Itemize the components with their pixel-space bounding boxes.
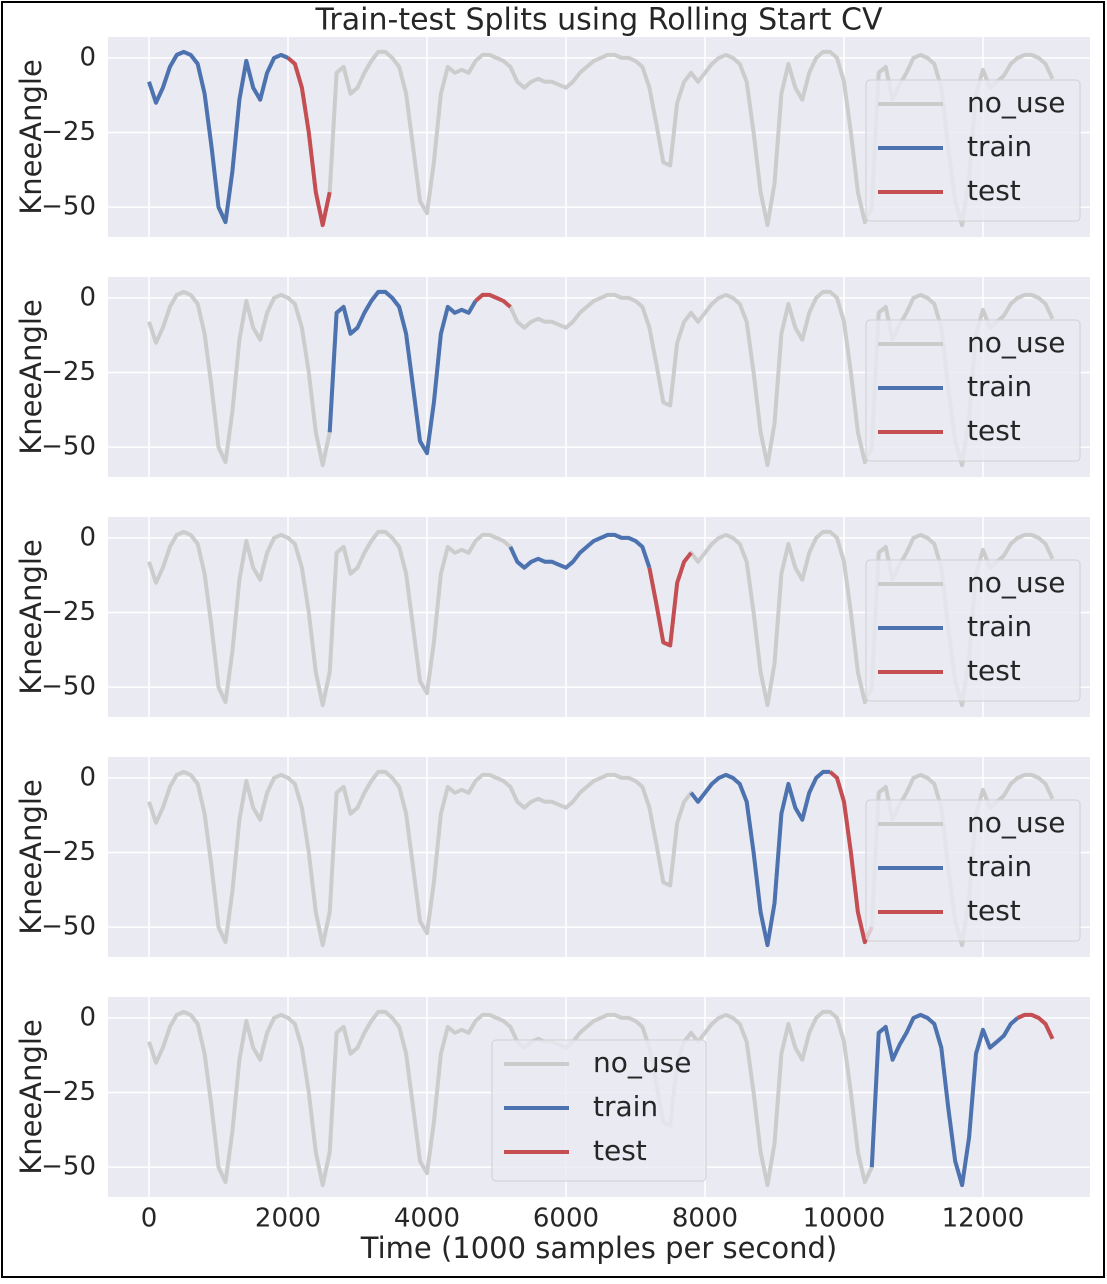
legend-label: train — [967, 370, 1032, 403]
y-tick-label: 0 — [79, 522, 96, 552]
line-train — [327, 289, 478, 456]
line-test — [1016, 1012, 1055, 1040]
x-tick-label: 10000 — [803, 1204, 886, 1234]
legend-label: train — [967, 130, 1032, 163]
legend-box — [865, 799, 1081, 942]
split-test — [286, 56, 332, 228]
legend-label: no_use — [967, 566, 1065, 599]
legend-label: no_use — [967, 806, 1065, 839]
y-tick-label: 0 — [79, 282, 96, 312]
line-test — [474, 292, 512, 309]
y-tick-label: −25 — [41, 597, 96, 627]
chart-title: Train-test Splits using Rolling Start CV — [315, 3, 883, 38]
y-tick-label: −25 — [41, 1077, 96, 1107]
legend-label: no_use — [593, 1046, 691, 1079]
y-axis-label: KneeAngle — [14, 779, 48, 935]
split-train — [147, 49, 289, 225]
legend-label: no_use — [967, 326, 1065, 359]
y-tick-label: −25 — [41, 117, 96, 147]
y-axis-label: KneeAngle — [14, 539, 48, 695]
line-train — [508, 532, 652, 570]
y-tick-label: 0 — [79, 762, 96, 792]
legend-box — [491, 1039, 707, 1182]
y-tick-label: 0 — [79, 42, 96, 72]
split-test — [647, 551, 693, 648]
y-tick-label: −50 — [41, 1152, 96, 1182]
y-tick-label: −50 — [41, 912, 96, 942]
line-train — [869, 1012, 1020, 1188]
split-test — [828, 770, 874, 945]
legend-label: train — [593, 1090, 658, 1123]
line-train — [147, 49, 289, 225]
x-tick-label: 0 — [141, 1204, 158, 1234]
y-tick-label: −25 — [41, 357, 96, 387]
split-test — [474, 292, 512, 309]
y-axis-label: KneeAngle — [14, 299, 48, 455]
legend-box — [865, 79, 1081, 222]
y-tick-label: −50 — [41, 432, 96, 462]
y-axis-label: KneeAngle — [14, 59, 48, 215]
legend-box — [865, 559, 1081, 702]
split-train — [869, 1012, 1020, 1188]
x-tick-label: 6000 — [533, 1204, 599, 1234]
split-train — [508, 532, 652, 570]
split-test — [1016, 1012, 1055, 1040]
line-test — [286, 56, 332, 228]
line-test — [828, 770, 874, 945]
line-train — [689, 769, 831, 948]
x-tick-label: 8000 — [672, 1204, 738, 1234]
y-tick-label: 0 — [79, 1002, 96, 1032]
y-tick-label: −50 — [41, 672, 96, 702]
legend-label: test — [967, 894, 1021, 927]
legend-label: test — [967, 414, 1021, 447]
x-tick-label: 4000 — [394, 1204, 460, 1234]
y-axis-label: KneeAngle — [14, 1019, 48, 1175]
y-tick-label: −50 — [41, 192, 96, 222]
split-train — [327, 289, 478, 456]
split-train — [689, 769, 831, 948]
legend-label: test — [967, 174, 1021, 207]
x-tick-label: 2000 — [255, 1204, 321, 1234]
legend-label: test — [593, 1134, 647, 1167]
x-axis-label: Time (1000 samples per second) — [360, 1231, 837, 1265]
y-tick-label: −25 — [41, 837, 96, 867]
x-tick-label: 12000 — [942, 1204, 1025, 1234]
legend-label: test — [967, 654, 1021, 687]
line-test — [647, 551, 693, 648]
legend-label: train — [967, 850, 1032, 883]
legend-label: no_use — [967, 86, 1065, 119]
legend-box — [865, 319, 1081, 462]
legend-label: train — [967, 610, 1032, 643]
